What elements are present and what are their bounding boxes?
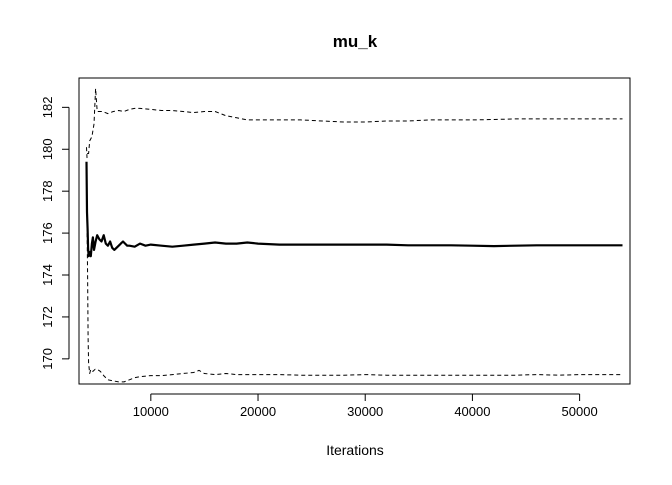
quantile-line-2	[86, 170, 623, 383]
x-tick-label: 40000	[454, 404, 490, 419]
y-tick-label: 182	[40, 96, 55, 118]
y-tick-label: 178	[40, 180, 55, 202]
y-tick-label: 174	[40, 264, 55, 286]
plot-frame	[78, 77, 631, 385]
x-axis: 10000 20000 30000 40000 50000	[133, 393, 598, 419]
x-tick-label: 10000	[133, 404, 169, 419]
x-tick-label: 20000	[240, 404, 276, 419]
chart-title: mu_k	[333, 32, 378, 51]
y-tick-label: 172	[40, 306, 55, 328]
series-layer	[85, 88, 623, 383]
x-tick-label: 30000	[347, 404, 383, 419]
mean-trace-line	[85, 161, 623, 258]
y-tick-label: 170	[40, 348, 55, 370]
x-axis-label: Iterations	[326, 442, 384, 458]
x-tick-label: 50000	[562, 404, 598, 419]
y-tick-label: 176	[40, 222, 55, 244]
y-tick-label: 180	[40, 138, 55, 160]
y-axis: 170 172 174 176 178 180 182	[40, 96, 70, 370]
quantile-line-1	[86, 88, 623, 159]
